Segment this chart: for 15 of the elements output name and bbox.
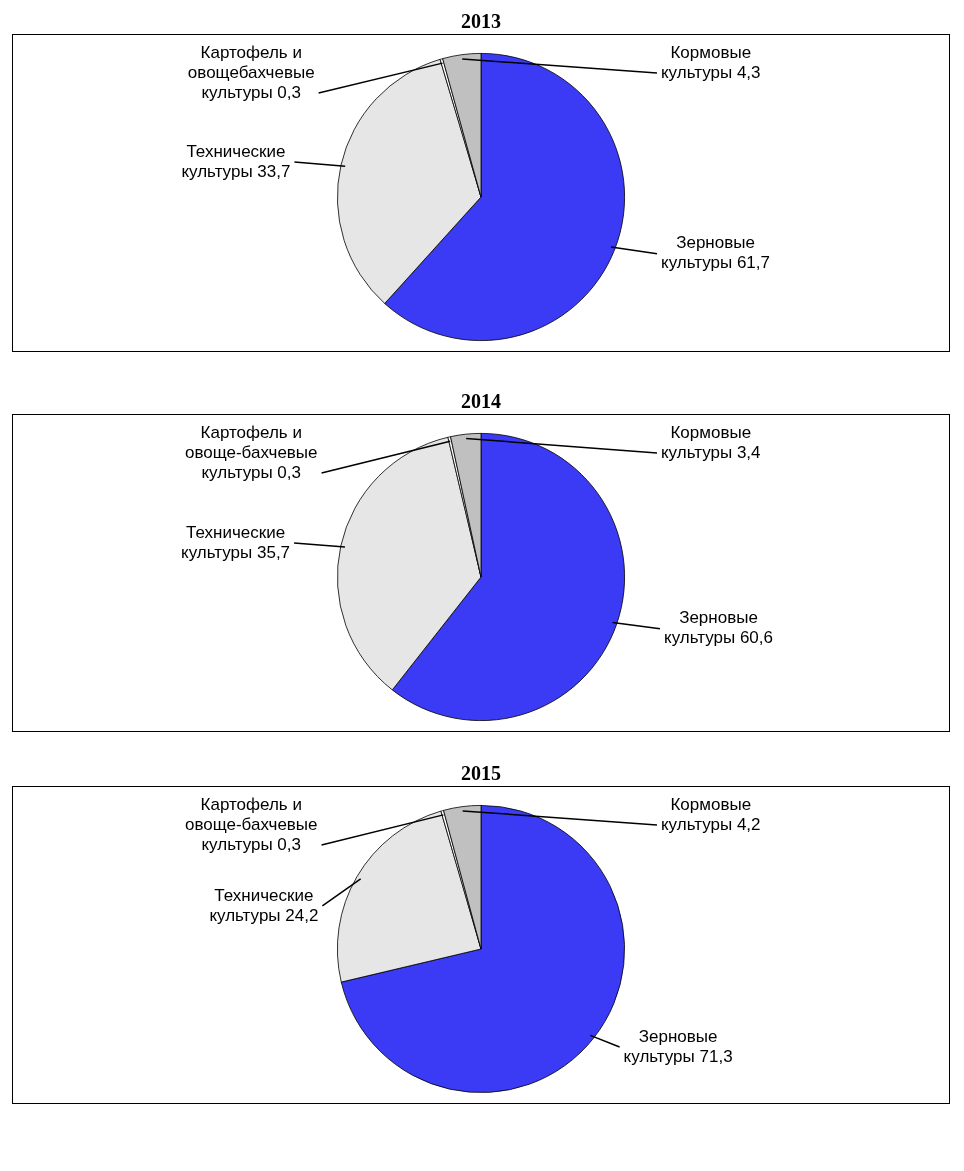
slice-label: Кормовые культуры 4,3 [660,42,761,82]
chart-title: 2015 [460,761,502,786]
slice-label: Картофель и овоще-бахчевые культуры 0,3 [184,794,318,854]
slice-label: Картофель и овоще-бахчевые культуры 0,3 [184,422,318,482]
slice-label: Кормовые культуры 4,2 [660,794,761,834]
slice-label: Зерновые культуры 61,7 [661,233,771,273]
chart-title: 2014 [460,389,502,414]
slice-label: Картофель и овощебахчевые культуры 0,3 [187,42,315,102]
slice-label: Зерновые культуры 71,3 [623,1026,733,1066]
slice-label: Зерновые культуры 60,6 [664,608,773,648]
slice-label: Технические культуры 35,7 [181,522,291,562]
chart-title: 2013 [460,9,502,34]
slice-label: Технические культуры 33,7 [181,141,291,181]
slice-label: Технические культуры 24,2 [209,885,319,925]
slice-label: Кормовые культуры 3,4 [660,422,761,462]
